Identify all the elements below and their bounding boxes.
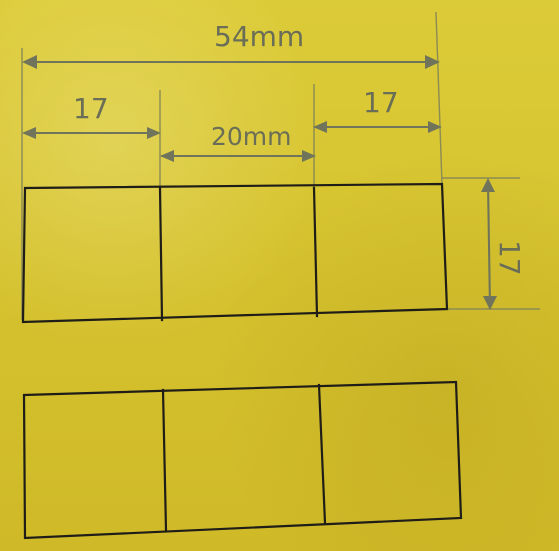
- bottom-panel-outline: [22, 380, 463, 540]
- center-width-label: 20mm: [211, 122, 292, 151]
- height-label: 17: [493, 240, 526, 276]
- overall-width-left-arrow: [22, 55, 37, 69]
- right-width-label: 17: [363, 86, 399, 119]
- right-width-right-arrow: [428, 121, 442, 133]
- height-dimension-line: [486, 180, 492, 310]
- left-width-left-arrow: [22, 127, 36, 139]
- height-top-arrow: [481, 178, 495, 192]
- center-width-left-arrow: [160, 150, 174, 162]
- overall-width-label: 54mm: [214, 20, 304, 53]
- left-width-right-arrow: [147, 127, 161, 139]
- top-panel-right-divider: [312, 186, 319, 318]
- top-panel-outline: [21, 182, 449, 324]
- bottom-panel-left-divider: [161, 388, 168, 532]
- right-width-left-arrow: [313, 121, 327, 133]
- bottom-panel-right-divider: [317, 383, 327, 525]
- top-panel-left-divider: [158, 186, 164, 322]
- overall-width-right-arrow: [425, 55, 440, 69]
- left-width-label: 17: [73, 92, 109, 125]
- right-extension-line: [435, 11, 443, 185]
- center-width-right-arrow: [302, 150, 316, 162]
- height-bottom-arrow: [483, 296, 497, 310]
